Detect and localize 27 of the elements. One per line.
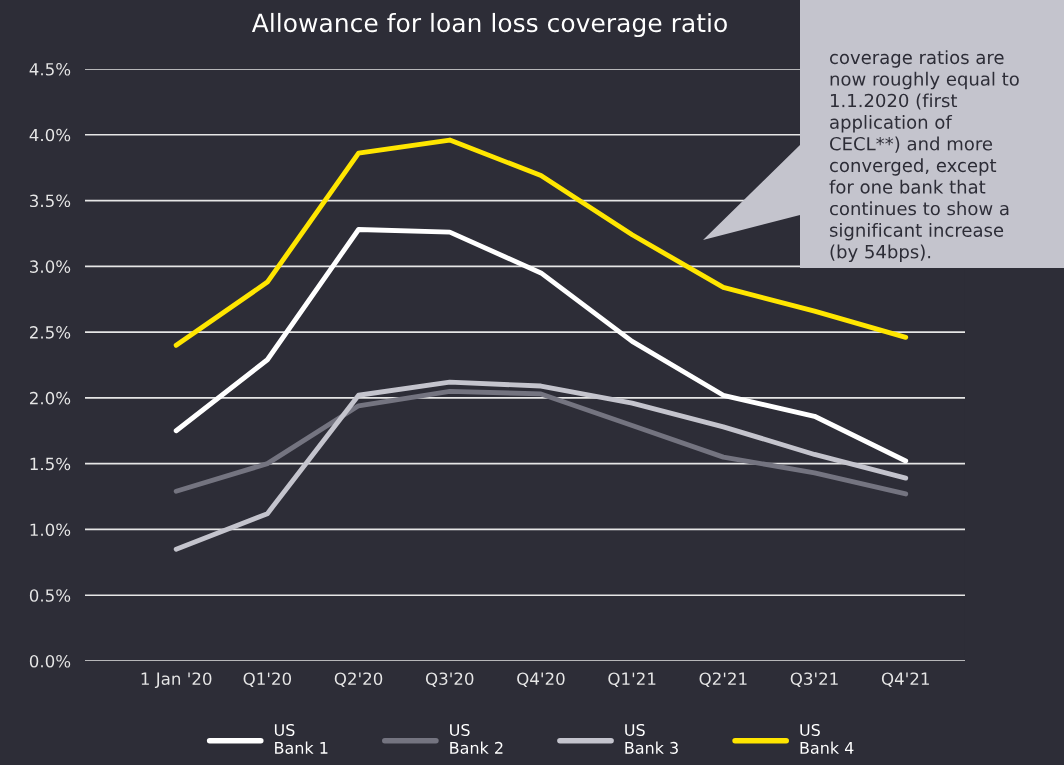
line-series (173, 379, 909, 552)
x-tick-label: Q4'21 (881, 672, 929, 687)
y-tick-label: 4.0% (29, 128, 71, 142)
legend-label: US Bank 3 (625, 723, 678, 754)
y-tick-label: 1.5% (30, 457, 71, 471)
y-tick-label: 2.0% (29, 391, 71, 405)
y-tick-label: 1.0% (30, 523, 71, 537)
x-tick-label: Q1'21 (608, 672, 656, 687)
y-tick-label: 4.5% (29, 62, 71, 76)
y-tick-label: 0.5% (29, 589, 71, 602)
legend-label: US Bank 4 (800, 723, 854, 754)
x-tick-label: Q2'20 (334, 672, 383, 687)
legend-label: US Bank 1 (274, 723, 328, 754)
x-tick-label: Q4'20 (517, 672, 565, 687)
text: coverage ratios are now roughly equal to 1.1.2020 (first application of CECL**) and more converged, except for one bank that continues to show a significant increase (by 54bps). (829, 50, 1019, 262)
x-tick-label: Q1'20 (243, 672, 292, 687)
x-tick-label: Q3'20 (425, 672, 474, 687)
y-tick-label: 2.5% (29, 326, 71, 339)
legend-label: US Bank 2 (450, 723, 503, 754)
x-tick-label: Q2'21 (699, 672, 747, 687)
chart-title: Allowance for loan loss coverage ratio (251, 12, 727, 38)
y-tick-label: 3.0% (30, 260, 71, 273)
line-series (173, 388, 909, 497)
y-tick-label: 0.0% (29, 654, 71, 668)
x-tick-label: Q3'21 (790, 672, 838, 687)
x-tick-label: 1 Jan '20 (141, 672, 212, 689)
y-tick-label: 3.5% (30, 194, 71, 208)
